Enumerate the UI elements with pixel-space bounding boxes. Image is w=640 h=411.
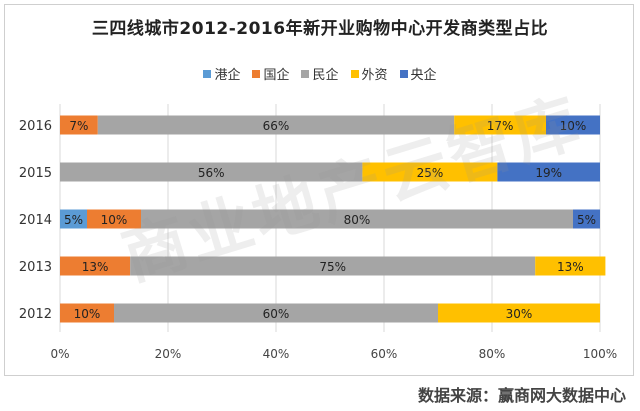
legend-swatch <box>350 69 359 78</box>
bar-segment <box>438 303 600 323</box>
data-label: 30% <box>506 307 533 321</box>
y-tick-label: 2013 <box>19 260 52 275</box>
data-label: 17% <box>487 119 514 133</box>
legend-swatch <box>301 69 310 78</box>
data-label: 19% <box>535 166 562 180</box>
data-label: 66% <box>263 119 290 133</box>
bar-segment <box>546 115 600 135</box>
source-note: 数据来源：赢商网大数据中心 <box>417 386 626 405</box>
bar-segment <box>97 115 455 135</box>
chart-title: 三四线城市2012-2016年新开业购物中心开发商类型占比 <box>91 19 549 39</box>
y-tick-label: 2016 <box>19 119 52 134</box>
data-label: 75% <box>319 260 346 274</box>
data-label: 13% <box>82 260 109 274</box>
legend-label: 民企 <box>312 68 339 83</box>
y-tick-label: 2015 <box>19 166 52 181</box>
legend-swatch <box>252 69 261 78</box>
bar-segment <box>535 256 606 276</box>
x-tick-label: 100% <box>583 347 617 361</box>
x-tick-label: 0% <box>50 347 69 361</box>
bar-segment <box>114 303 438 323</box>
bar-segment <box>87 209 141 229</box>
bar-segment <box>60 256 131 276</box>
legend-swatch <box>399 69 408 78</box>
legend-label: 外资 <box>361 68 388 83</box>
data-label: 5% <box>64 213 83 227</box>
legend: 港企 国企 民企 外资 央企 <box>0 64 640 83</box>
data-label: 10% <box>560 119 587 133</box>
data-label: 7% <box>69 119 88 133</box>
legend-item-3: 外资 <box>350 64 388 83</box>
data-label: 56% <box>198 166 225 180</box>
legend-swatch <box>203 69 212 78</box>
data-label: 10% <box>101 213 128 227</box>
legend-item-4: 央企 <box>399 64 437 83</box>
data-label: 10% <box>74 307 101 321</box>
bar-segment <box>130 256 536 276</box>
bar-segment <box>362 162 498 182</box>
bar-segment <box>60 303 114 323</box>
bar-segment <box>454 115 546 135</box>
bar-segment <box>60 162 363 182</box>
legend-label: 国企 <box>263 68 290 83</box>
data-label: 5% <box>577 213 596 227</box>
x-tick-label: 20% <box>155 347 182 361</box>
bar-segment <box>60 115 98 135</box>
x-tick-label: 80% <box>479 347 506 361</box>
legend-label: 港企 <box>214 68 241 83</box>
bar-segment <box>60 209 87 229</box>
bar-segment <box>573 209 600 229</box>
data-label: 13% <box>557 260 584 274</box>
legend-item-2: 民企 <box>301 64 339 83</box>
data-label: 25% <box>417 166 444 180</box>
data-label: 60% <box>263 307 290 321</box>
y-tick-label: 2014 <box>19 213 52 228</box>
x-tick-label: 60% <box>371 347 398 361</box>
bar-segment <box>141 209 573 229</box>
x-tick-label: 40% <box>263 347 290 361</box>
data-label: 80% <box>344 213 371 227</box>
y-tick-label: 2012 <box>19 307 52 322</box>
legend-label: 央企 <box>410 68 437 83</box>
bar-segment <box>497 162 600 182</box>
legend-item-0: 港企 <box>203 64 240 83</box>
legend-item-1: 国企 <box>252 64 289 83</box>
